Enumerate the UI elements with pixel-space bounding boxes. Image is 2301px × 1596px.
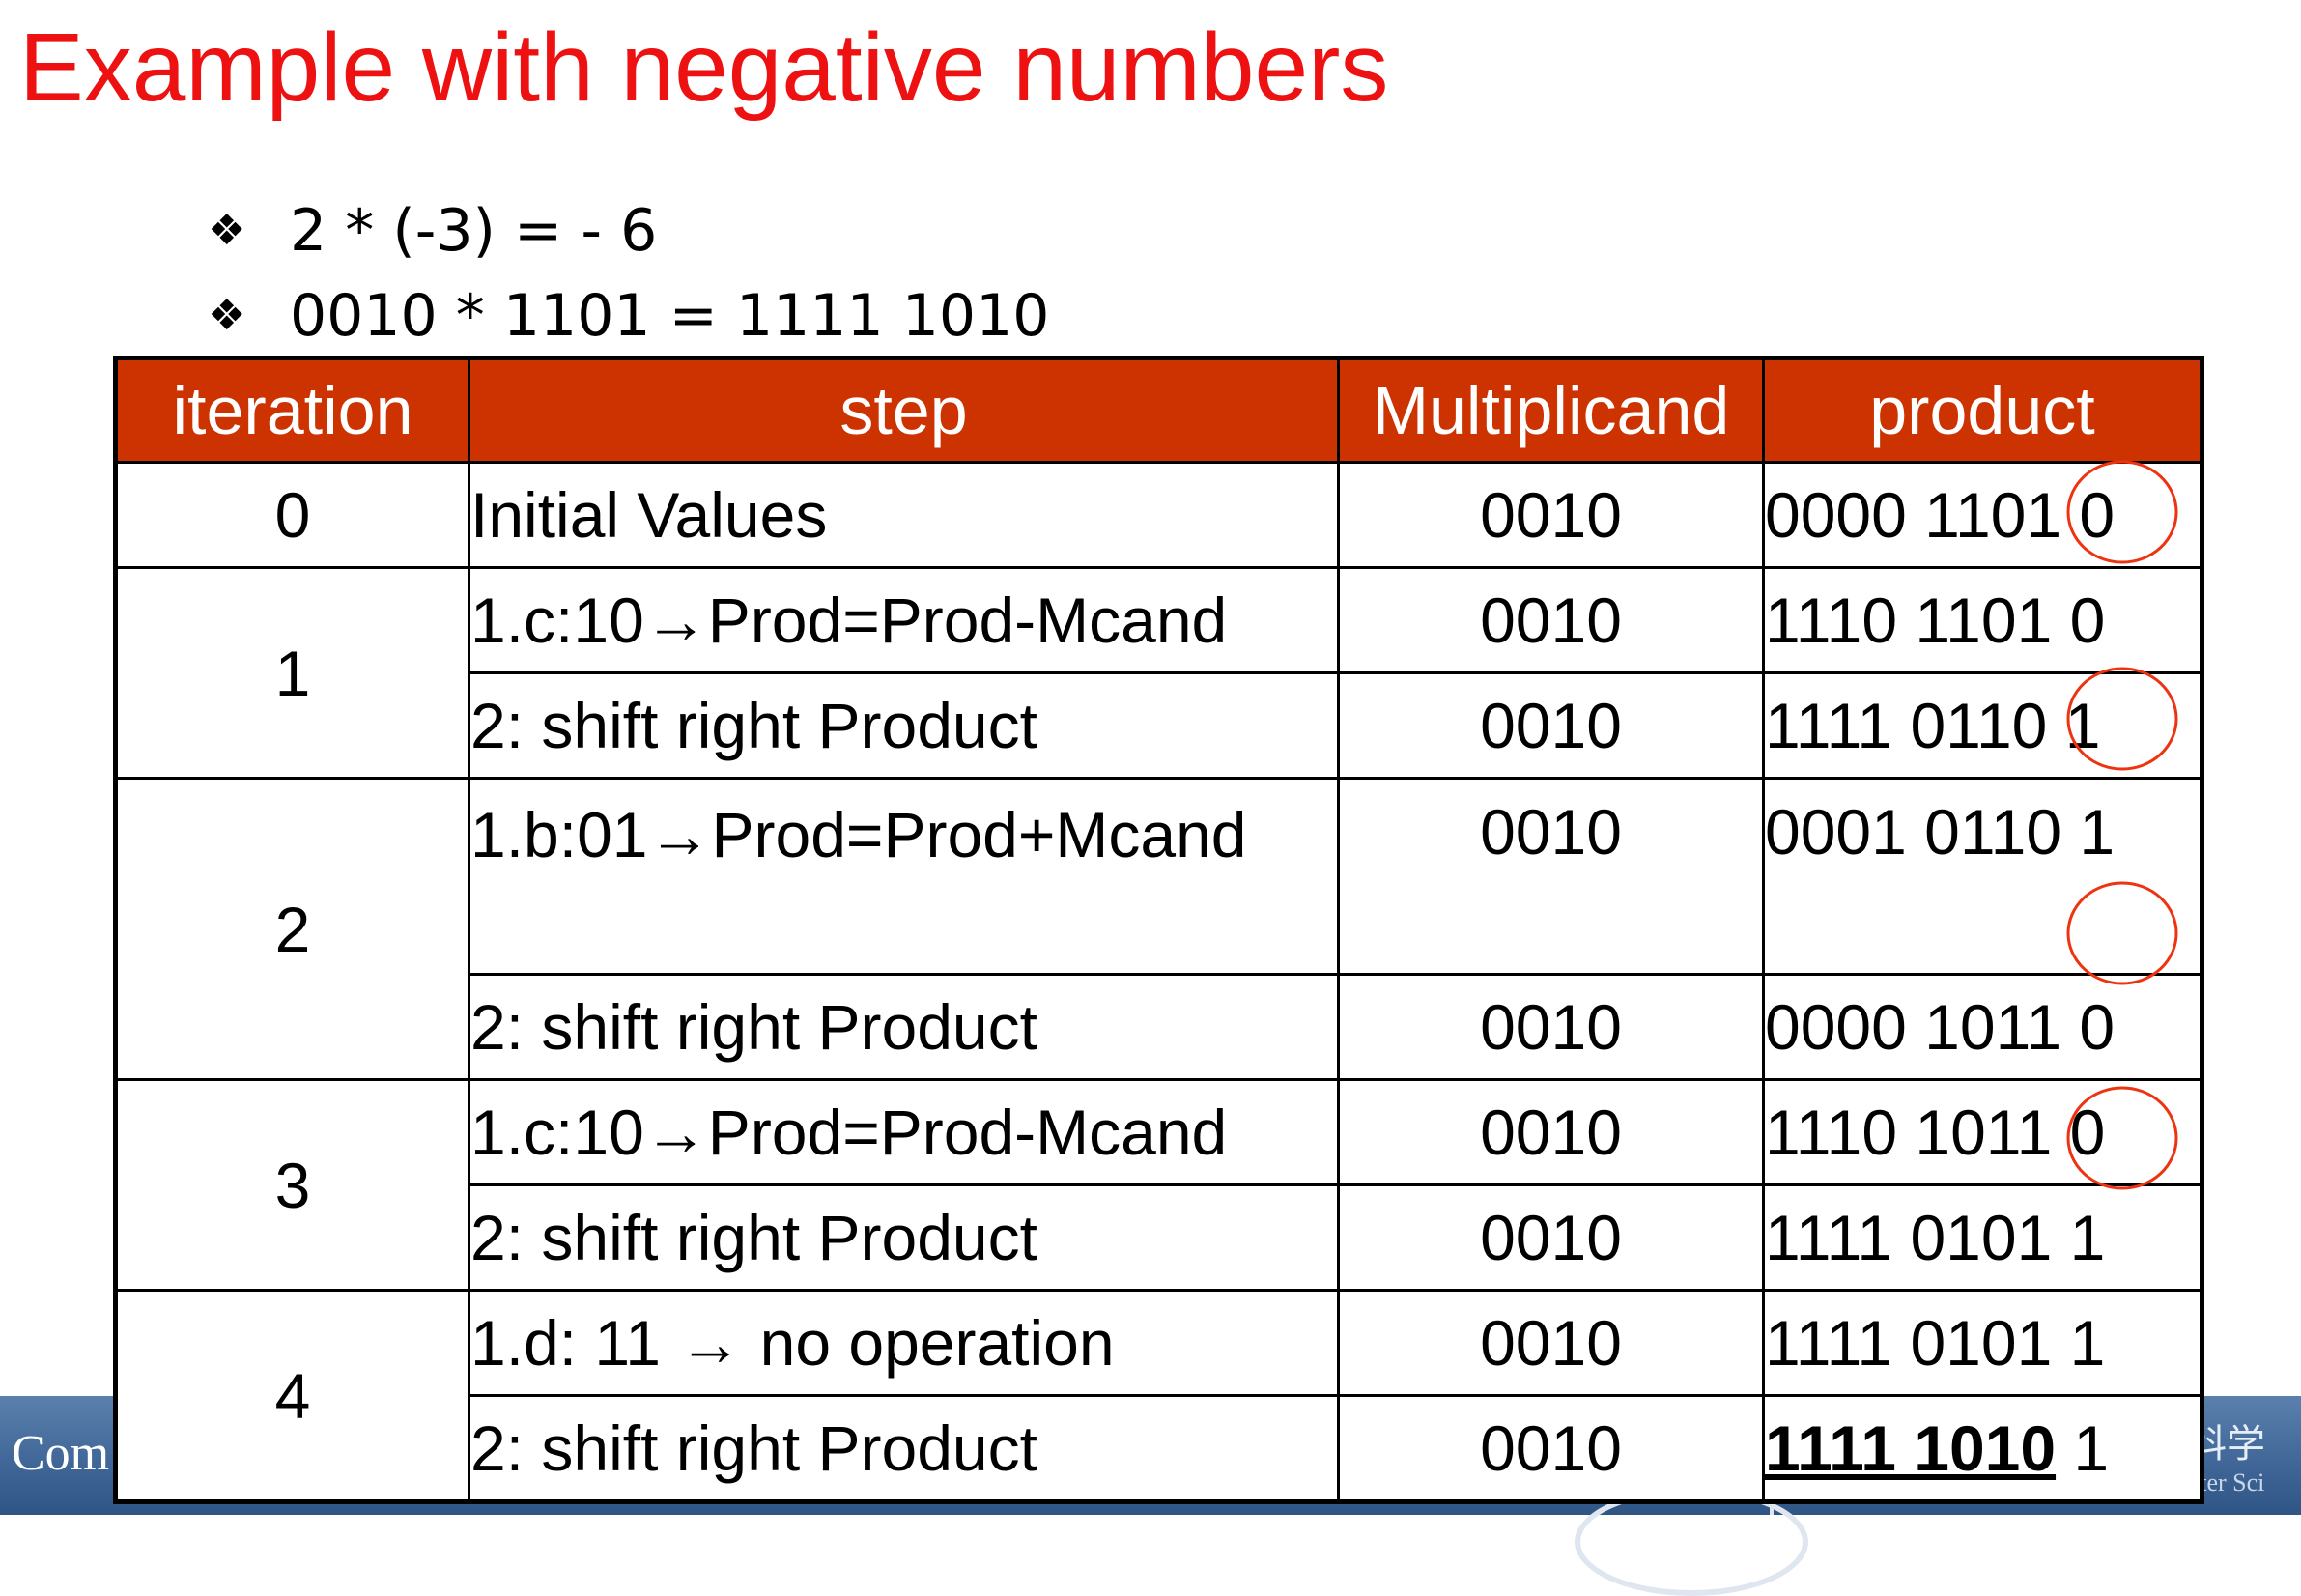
iteration-cell: 4 xyxy=(114,1289,470,1503)
step-cell: 1.d: 11 → no operation xyxy=(468,1289,1340,1397)
diamond-bullet-icon: ❖ xyxy=(208,291,246,340)
iteration-cell: 2 xyxy=(114,777,470,1081)
table-row: 2: shift right Product 0010 0000 1011 0 xyxy=(116,973,2203,1081)
step-cell: Initial Values xyxy=(468,461,1340,569)
table-row: 2: shift right Product 0010 1111 1010 1 xyxy=(116,1394,2203,1503)
multiplicand-cell: 0010 xyxy=(1337,566,1765,674)
table-header-row: iteration step Multiplicand product xyxy=(114,356,2203,464)
multiplicand-cell: 0010 xyxy=(1337,1394,1765,1503)
multiplicand-cell: 0010 xyxy=(1337,777,1765,976)
iteration-cell: 0 xyxy=(114,461,470,569)
multiplicand-cell: 0010 xyxy=(1337,1183,1765,1292)
multiplication-table: iteration step Multiplicand product 0 In… xyxy=(113,356,2204,1504)
final-product-rest: 1 xyxy=(2056,1412,2110,1484)
iteration-cell: 3 xyxy=(114,1078,470,1292)
bullet-list: ❖ 2 * (-3) = - 6 ❖ 0010 * 1101 = 1111 1010 xyxy=(208,188,1049,358)
step-cell: 1.b:01→Prod=Prod+Mcand xyxy=(468,777,1340,976)
table-row: 0 Initial Values 0010 0000 1101 0 xyxy=(114,461,2203,569)
product-cell: 1111 0101 1 xyxy=(1762,1183,2203,1292)
step-cell: 2: shift right Product xyxy=(468,1183,1340,1292)
product-cell: 1110 1101 0 xyxy=(1762,566,2203,674)
product-cell: 1111 0110 1 xyxy=(1762,671,2203,780)
step-cell: 2: shift right Product xyxy=(468,671,1340,780)
multiplicand-cell: 0010 xyxy=(1337,973,1765,1081)
multiplicand-cell: 0010 xyxy=(1337,1289,1765,1397)
table-row: 4 1.d: 11 → no operation 0010 1111 0101 … xyxy=(114,1289,2203,1503)
diamond-bullet-icon: ❖ xyxy=(208,206,246,255)
product-cell: 0001 0110 1 xyxy=(1762,777,2203,976)
header-iteration: iteration xyxy=(114,356,470,464)
table-row: 2 1.b:01→Prod=Prod+Mcand 0010 0001 0110 … xyxy=(114,777,2203,1081)
bullet-item: ❖ 2 * (-3) = - 6 xyxy=(208,188,1049,273)
bullet-text: 0010 * 1101 = 1111 1010 xyxy=(290,282,1050,350)
table-row: 2: shift right Product 0010 1111 0110 1 xyxy=(116,671,2203,780)
step-cell: 1.c:10→Prod=Prod-Mcand xyxy=(468,1078,1340,1186)
step-cell: 2: shift right Product xyxy=(468,973,1340,1081)
multiplicand-cell: 0010 xyxy=(1337,671,1765,780)
footer-text: Com xyxy=(12,1426,110,1481)
step-cell: 2: shift right Product xyxy=(468,1394,1340,1503)
table-row: 3 1.c:10→Prod=Prod-Mcand 0010 1110 1011 … xyxy=(114,1078,2203,1292)
product-cell: 1111 1010 1 xyxy=(1762,1394,2203,1503)
final-product-bold: 1111 1010 xyxy=(1765,1412,2057,1484)
iteration-cell: 1 xyxy=(114,566,470,780)
step-cell: 1.c:10→Prod=Prod-Mcand xyxy=(468,566,1340,674)
product-cell: 1111 0101 1 xyxy=(1762,1289,2203,1397)
slide-title: Example with negative numbers xyxy=(19,14,1389,122)
bullet-item: ❖ 0010 * 1101 = 1111 1010 xyxy=(208,273,1049,358)
bullet-text: 2 * (-3) = - 6 xyxy=(290,197,658,265)
product-cell: 1110 1011 0 xyxy=(1762,1078,2203,1186)
table-row: 1 1.c:10→Prod=Prod-Mcand 0010 1110 1101 … xyxy=(114,566,2203,780)
product-cell: 0000 1011 0 xyxy=(1762,973,2203,1081)
header-product: product xyxy=(1762,356,2203,464)
multiplicand-cell: 0010 xyxy=(1337,1078,1765,1186)
header-step: step xyxy=(468,356,1340,464)
table-row: 2: shift right Product 0010 1111 0101 1 xyxy=(116,1183,2203,1292)
header-multiplicand: Multiplicand xyxy=(1337,356,1765,464)
product-cell: 0000 1101 0 xyxy=(1762,461,2203,569)
footer-right-subtext: iter Sci xyxy=(2193,1468,2265,1496)
multiplicand-cell: 0010 xyxy=(1337,461,1765,569)
